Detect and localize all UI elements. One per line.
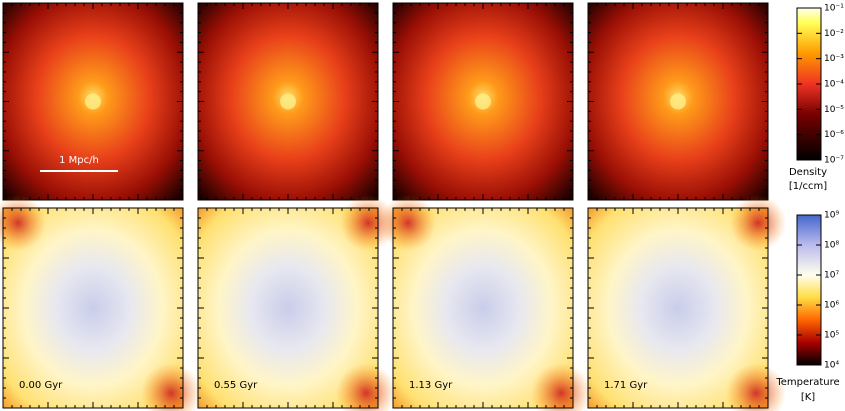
hot-region: [531, 363, 591, 411]
colorbar-unit: [1/ccm]: [789, 181, 827, 192]
colorbar-tick-label: 10⁻⁴: [824, 80, 844, 90]
density-core: [280, 93, 296, 110]
density-core: [670, 93, 686, 110]
colorbar-tick-label: 10⁸: [824, 241, 839, 251]
temperature-colorbar: [796, 214, 822, 366]
colorbar-tick-label: 10⁻⁶: [824, 130, 844, 140]
colorbar-label: Temperature: [775, 377, 839, 388]
scale-bar-label: 1 Mpc/h: [59, 155, 99, 166]
hot-region: [141, 363, 201, 411]
time-label: 0.00 Gyr: [19, 380, 63, 391]
density-core: [85, 93, 101, 110]
colorbar-tick-label: 10⁵: [824, 331, 839, 341]
colorbar-tick-label: 10⁹: [824, 211, 839, 221]
colorbar-tick-label: 10⁻³: [824, 54, 844, 64]
colorbar-label: Density: [789, 167, 827, 178]
hot-region: [336, 363, 396, 411]
hot-region: [0, 195, 46, 251]
hot-region: [340, 195, 396, 251]
colorbar-tick-label: 10⁻⁵: [824, 105, 844, 115]
colorbar-tick-label: 10⁻²: [824, 29, 844, 39]
colorbar-tick-label: 10⁻⁷: [824, 156, 844, 166]
time-label: 1.71 Gyr: [604, 380, 648, 391]
colorbar-tick-label: 10⁷: [824, 271, 839, 281]
colorbar-tick-label: 10⁻¹: [824, 4, 844, 14]
panels: 1 Mpc/h 0.00 Gyr 0.55 Gyr 1.13 Gyr 1.71 Gyr: [0, 2, 786, 411]
colorbar-tick-label: 10⁶: [824, 301, 839, 311]
density-core: [475, 93, 491, 110]
hot-region: [726, 363, 786, 411]
colorbar-unit: [K]: [801, 392, 815, 403]
time-label: 1.13 Gyr: [409, 380, 453, 391]
colorbar-tick-label: 10⁴: [824, 361, 839, 371]
hot-region: [730, 195, 786, 251]
time-label: 0.55 Gyr: [214, 380, 258, 391]
hot-region: [380, 195, 436, 251]
